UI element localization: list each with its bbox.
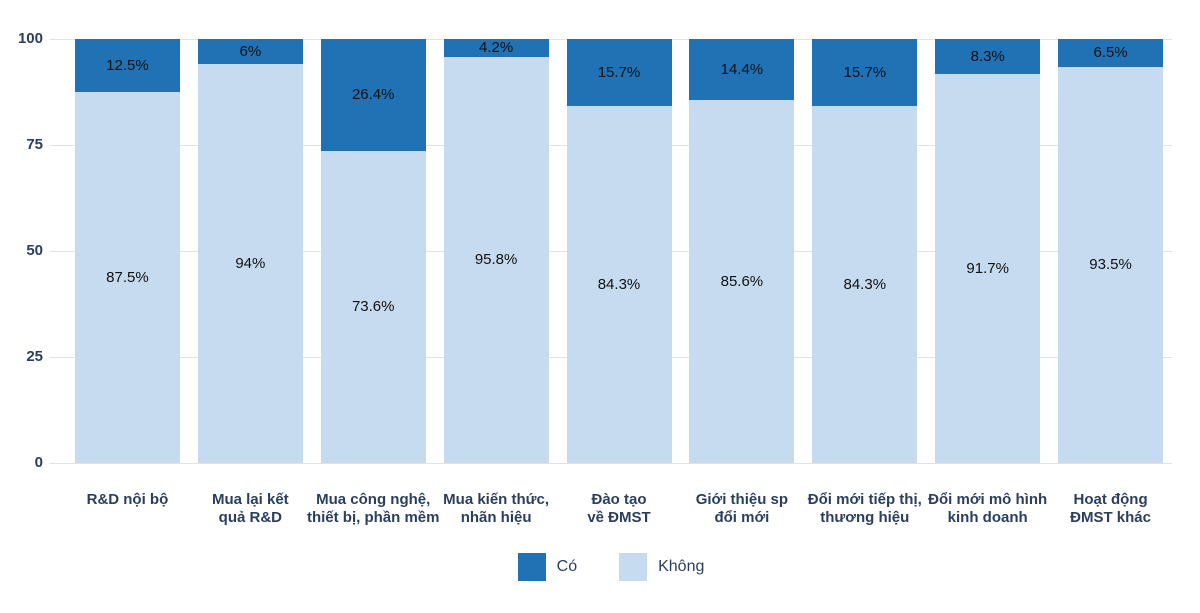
- y-axis: 0 25 50 75 100: [0, 30, 43, 471]
- x-axis-label: Mua lại kết quả R&D: [211, 491, 289, 526]
- bar: 4.2% 95.8%: [443, 39, 549, 463]
- bars: 12.5% 87.5% 6% 94% 26.4% 73.6% 4.2% 95.8% 15.7% 8…: [50, 39, 1172, 463]
- legend-item[interactable]: Không: [619, 553, 704, 581]
- legend-swatch: [517, 553, 546, 581]
- x-axis-label: R&D nội bộ: [86, 491, 169, 508]
- bar-column: 15.7% 84.3%: [803, 39, 926, 463]
- bar-segment: 84.3%: [812, 105, 918, 463]
- legend-label: Không: [658, 558, 705, 575]
- x-axis-label: Đào tạo về ĐMST: [587, 491, 651, 526]
- x-axis-label: Mua kiến thức, nhãn hiệu: [443, 491, 550, 526]
- bar-segment: 15.7%: [812, 39, 918, 106]
- bar-value-label: 12.5%: [106, 57, 149, 74]
- x-axis-label-slot: R&D nội bộ: [66, 491, 189, 539]
- y-tick-label: 50: [26, 242, 43, 259]
- bar-value-label: 73.6%: [351, 298, 395, 316]
- x-axis-label-slot: Đổi mới tiếp thị, thương hiệu: [803, 491, 926, 539]
- bar-segment: 26.4%: [320, 39, 426, 151]
- y-tick-label: 0: [34, 454, 43, 471]
- x-axis-label: Đổi mới mô hình kinh doanh: [928, 491, 1048, 526]
- bar: 8.3% 91.7%: [935, 39, 1041, 463]
- bar-value-label: 8.3%: [970, 48, 1005, 66]
- bar-column: 6% 94%: [189, 39, 312, 463]
- x-axis-label: Giới thiệu sp đổi mới: [695, 491, 789, 526]
- plot-area: 12.5% 87.5% 6% 94% 26.4% 73.6% 4.2% 95.8% 15.7% 8…: [50, 39, 1172, 464]
- x-axis-label: Đổi mới tiếp thị, thương hiệu: [807, 491, 922, 526]
- bar-value-label: 6%: [239, 43, 262, 61]
- bar-segment: 73.6%: [320, 150, 426, 463]
- bar-value-label: 91.7%: [966, 260, 1009, 278]
- bar-segment: 87.5%: [74, 92, 180, 463]
- bar-segment: 93.5%: [1058, 66, 1164, 463]
- bar: 6% 94%: [197, 39, 303, 463]
- bar: 12.5% 87.5%: [74, 39, 180, 463]
- x-axis-label: Hoạt động ĐMST khác: [1070, 491, 1151, 526]
- bar-value-label: 94%: [235, 255, 266, 273]
- bar-value-label: 95.8%: [474, 251, 518, 269]
- gridline: [50, 463, 1172, 464]
- y-tick-label: 100: [17, 30, 43, 47]
- bar-value-label: 15.7%: [843, 63, 887, 81]
- x-axis-label: Mua công nghệ, thiết bị, phần mềm: [306, 491, 440, 526]
- x-axis-label-slot: Mua lại kết quả R&D: [189, 491, 312, 539]
- x-axis-label-slot: Giới thiệu sp đổi mới: [680, 491, 803, 539]
- bar-segment: 4.2%: [443, 39, 549, 57]
- bar-segment: 12.5%: [74, 39, 180, 92]
- bar-value-label: 14.4%: [720, 61, 764, 79]
- bar-segment: 94%: [197, 64, 303, 463]
- bar-value-label: 6.5%: [1093, 44, 1128, 62]
- bar: 26.4% 73.6%: [320, 39, 426, 463]
- bar-value-label: 26.4%: [351, 86, 395, 104]
- bar-segment: 15.7%: [566, 39, 672, 106]
- bar-value-label: 84.3%: [597, 275, 641, 293]
- bar: 15.7% 84.3%: [812, 39, 918, 463]
- bar-column: 15.7% 84.3%: [558, 39, 681, 463]
- bar-column: 8.3% 91.7%: [926, 39, 1049, 463]
- bar: 14.4% 85.6%: [689, 39, 795, 463]
- x-axis-label-slot: Mua kiến thức, nhãn hiệu: [435, 491, 558, 539]
- bar-column: 4.2% 95.8%: [435, 39, 558, 463]
- bar-segment: 6.5%: [1058, 39, 1164, 67]
- legend-label: Có: [556, 558, 578, 575]
- y-tick-label: 25: [26, 348, 43, 365]
- bar: 6.5% 93.5%: [1058, 39, 1164, 463]
- bar-segment: 8.3%: [935, 39, 1041, 75]
- bar-value-label: 84.3%: [843, 275, 887, 293]
- bar-segment: 84.3%: [566, 105, 672, 463]
- bar-segment: 14.4%: [689, 39, 795, 101]
- bar-value-label: 15.7%: [597, 63, 641, 81]
- legend-swatch: [619, 553, 648, 581]
- bar-column: 12.5% 87.5%: [66, 39, 189, 463]
- bar-segment: 85.6%: [689, 100, 795, 463]
- bar-value-label: 87.5%: [106, 269, 149, 286]
- y-tick-label: 75: [26, 136, 43, 153]
- bar-segment: 6%: [197, 39, 303, 65]
- bar-segment: 91.7%: [935, 74, 1041, 463]
- x-axis-label-slot: Mua công nghệ, thiết bị, phần mềm: [307, 491, 440, 539]
- bar-value-label: 93.5%: [1089, 256, 1132, 274]
- x-axis-label-slot: Hoạt động ĐMST khác: [1049, 491, 1172, 539]
- bar-segment: 95.8%: [443, 56, 549, 463]
- bar-column: 6.5% 93.5%: [1049, 39, 1172, 463]
- x-axis-labels: R&D nội bộ Mua lại kết quả R&D Mua công ng…: [50, 491, 1172, 539]
- bar-column: 14.4% 85.6%: [680, 39, 803, 463]
- bar-value-label: 4.2%: [479, 39, 514, 57]
- x-axis-label-slot: Đào tạo về ĐMST: [558, 491, 681, 539]
- bar: 15.7% 84.3%: [566, 39, 672, 463]
- bar-column: 26.4% 73.6%: [312, 39, 435, 463]
- bar-value-label: 85.6%: [720, 273, 764, 291]
- x-axis-label-slot: Đổi mới mô hình kinh doanh: [926, 491, 1049, 539]
- legend-item[interactable]: Có: [517, 553, 578, 581]
- legend: Có Không: [50, 553, 1172, 581]
